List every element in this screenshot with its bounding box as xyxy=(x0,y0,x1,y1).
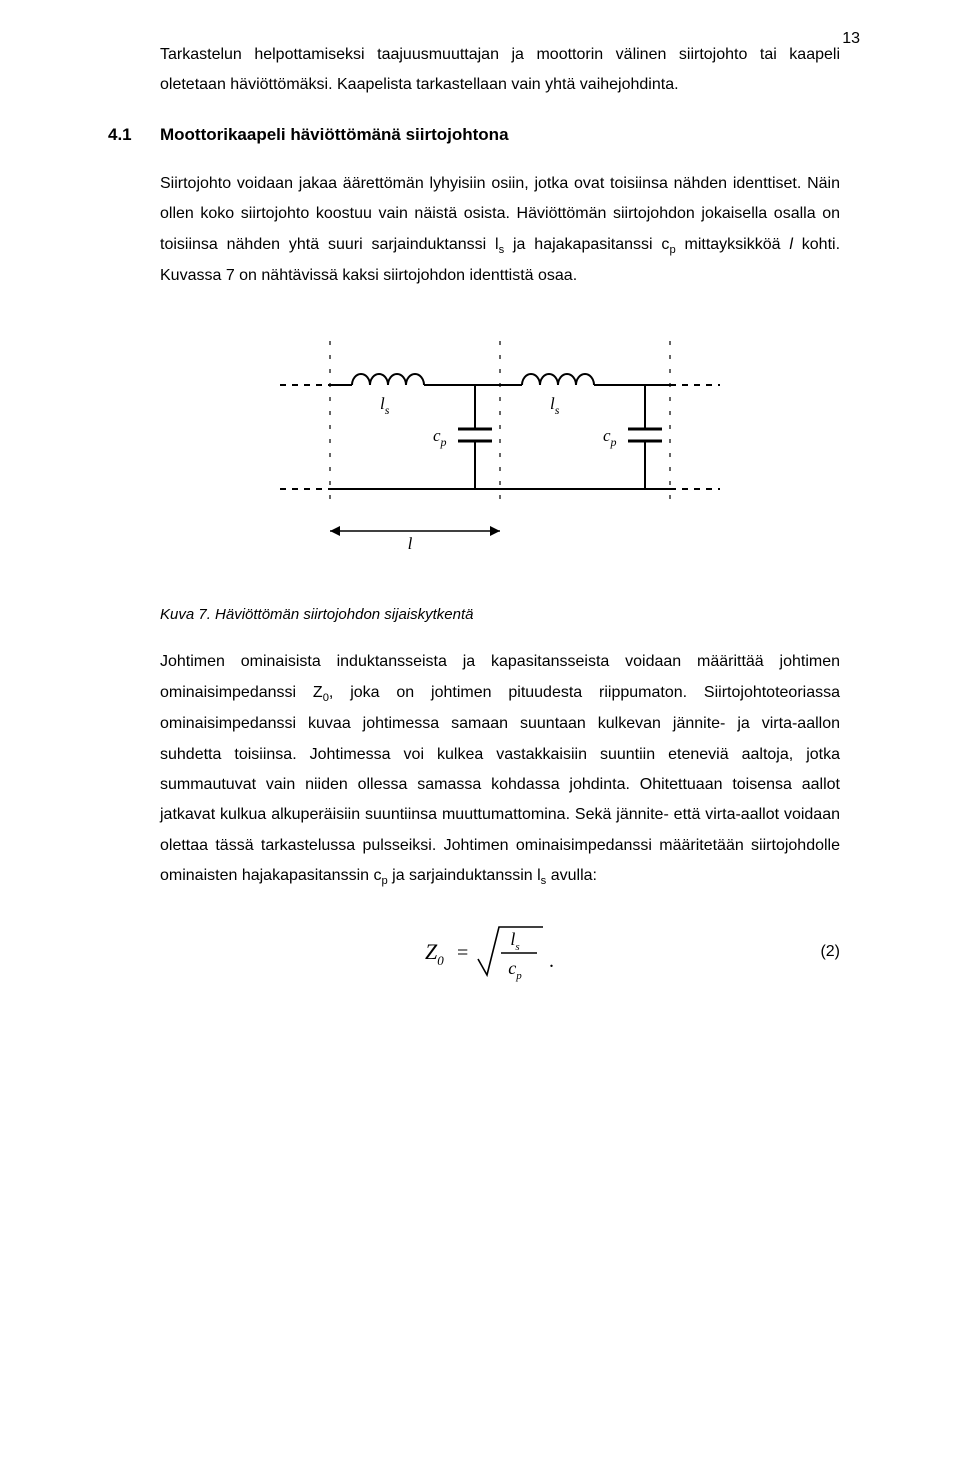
label-length: l xyxy=(408,534,413,551)
section-number: 4.1 xyxy=(108,125,160,145)
text: ja hajakapasitanssi c xyxy=(504,236,669,253)
svg-text:ls: ls xyxy=(510,929,519,953)
text: ja sarjainduktanssin l xyxy=(388,867,541,884)
figure-7: ls ls cp cp l xyxy=(160,321,840,556)
equation-number: (2) xyxy=(820,943,840,961)
label-cp2: cp xyxy=(603,426,617,449)
text: , joka on johtimen pituudesta riippumato… xyxy=(160,684,840,884)
section-paragraph-1: Siirtojohto voidaan jakaa äärettömän lyh… xyxy=(160,169,840,292)
section-paragraph-2: Johtimen ominaisista induktansseista ja … xyxy=(160,647,840,892)
svg-text:Z0: Z0 xyxy=(425,939,444,968)
page-number: 13 xyxy=(842,30,860,48)
label-ls1: ls xyxy=(380,394,390,417)
figure-caption: Kuva 7. Häviöttömän siirtojohdon sijaisk… xyxy=(160,606,840,623)
label-ls2: ls xyxy=(550,394,560,417)
circuit-diagram: ls ls cp cp l xyxy=(280,321,720,551)
svg-text:.: . xyxy=(549,950,554,972)
section-title: Moottorikaapeli häviöttömänä siirtojohto… xyxy=(160,125,509,145)
svg-text:=: = xyxy=(457,942,468,964)
text: avulla: xyxy=(546,867,597,884)
intro-paragraph: Tarkastelun helpottamiseksi taajuusmuutt… xyxy=(160,40,840,101)
label-cp1: cp xyxy=(433,426,447,449)
text: mittayksikköä xyxy=(676,236,790,253)
svg-text:cp: cp xyxy=(508,958,522,982)
section-heading: 4.1 Moottorikaapeli häviöttömänä siirtoj… xyxy=(108,125,840,145)
equation-2: Z0 = ls cp . (2) xyxy=(160,917,840,987)
